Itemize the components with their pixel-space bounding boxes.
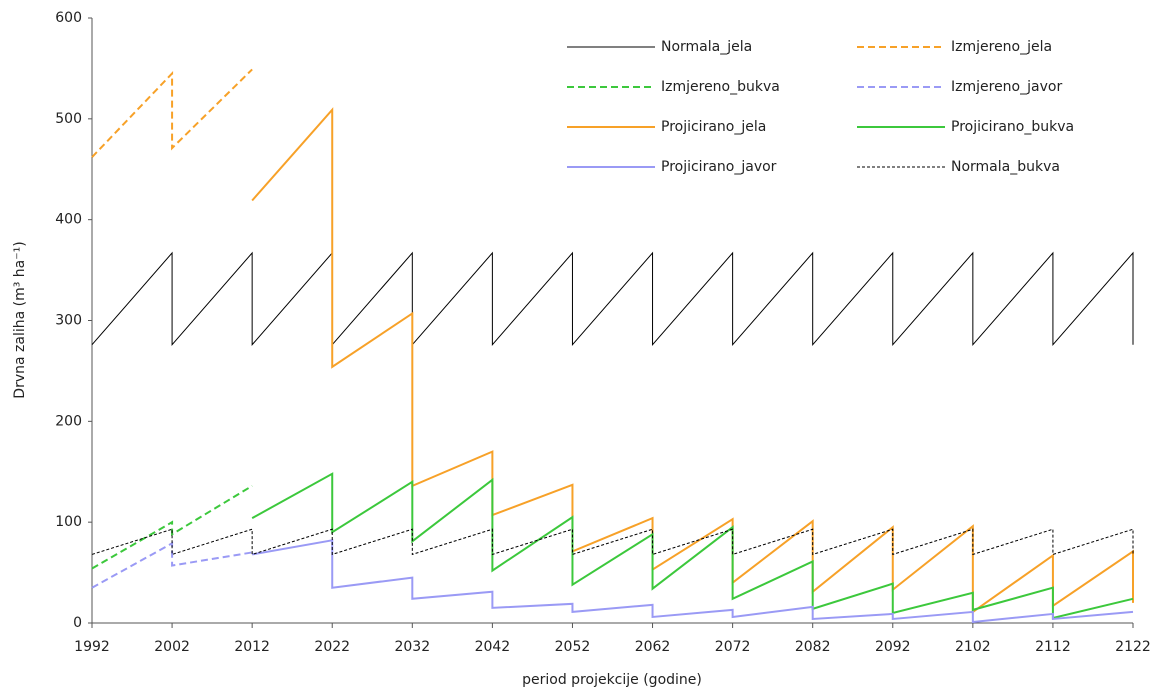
x-tick-label: 2032 xyxy=(394,639,430,655)
x-tick-label: 2022 xyxy=(314,639,350,655)
y-tick-label: 600 xyxy=(55,10,82,26)
legend-label: Izmjereno_jela xyxy=(951,39,1052,55)
series-line xyxy=(91,251,1134,347)
legend-label: Projicirano_bukva xyxy=(951,119,1074,135)
legend-label: Projicirano_jela xyxy=(661,119,766,135)
x-tick-label: 2002 xyxy=(154,639,190,655)
legend-label: Izmjereno_javor xyxy=(951,79,1062,95)
y-tick-label: 200 xyxy=(55,413,82,429)
series-line xyxy=(251,472,1134,620)
series-line xyxy=(91,541,253,589)
series-line xyxy=(251,107,1134,614)
x-axis-label: period projekcije (godine) xyxy=(522,672,702,688)
legend-label: Izmjereno_bukva xyxy=(661,79,780,95)
x-tick-label: 2072 xyxy=(715,639,751,655)
y-axis-label: Drvna zaliha (m³ ha⁻¹) xyxy=(12,241,28,398)
y-tick-label: 400 xyxy=(55,212,82,228)
y-tick-label: 100 xyxy=(55,514,82,530)
legend-label: Normala_jela xyxy=(661,39,752,55)
legend-box xyxy=(545,25,1120,185)
x-tick-label: 2122 xyxy=(1115,639,1151,655)
x-tick-label: 2062 xyxy=(635,639,671,655)
x-tick-label: 1992 xyxy=(74,639,110,655)
series-line xyxy=(91,68,253,158)
y-tick-label: 0 xyxy=(73,615,82,631)
y-tick-label: 500 xyxy=(55,111,82,127)
x-tick-label: 2102 xyxy=(955,639,991,655)
series-line xyxy=(251,539,1134,624)
x-tick-label: 2042 xyxy=(475,639,511,655)
series-line xyxy=(91,485,253,570)
x-tick-label: 2112 xyxy=(1035,639,1071,655)
x-tick-label: 2012 xyxy=(234,639,270,655)
series-line xyxy=(91,528,1134,556)
legend-label: Normala_bukva xyxy=(951,159,1060,175)
x-tick-label: 2082 xyxy=(795,639,831,655)
x-tick-label: 2052 xyxy=(555,639,591,655)
y-tick-label: 300 xyxy=(55,313,82,329)
x-tick-label: 2092 xyxy=(875,639,911,655)
legend-label: Projicirano_javor xyxy=(661,159,777,175)
